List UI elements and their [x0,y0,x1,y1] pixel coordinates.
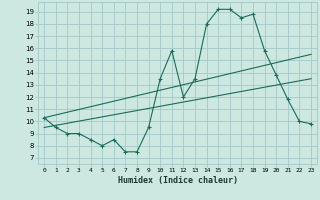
X-axis label: Humidex (Indice chaleur): Humidex (Indice chaleur) [118,176,238,185]
